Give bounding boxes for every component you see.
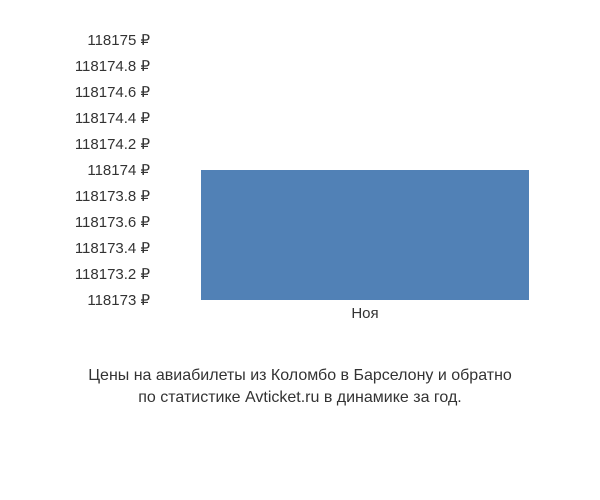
caption-line2: по статистике Avticket.ru в динамике за … — [138, 389, 462, 406]
y-tick-label: 118174.8 ₽ — [75, 57, 150, 75]
y-tick-label: 118173.8 ₽ — [75, 187, 150, 205]
y-tick-label: 118173 ₽ — [87, 291, 150, 309]
y-tick-label: 118174.2 ₽ — [75, 135, 150, 153]
bar — [201, 170, 529, 300]
chart-container: 118175 ₽118174.8 ₽118174.6 ₽118174.4 ₽11… — [20, 40, 580, 340]
y-tick-label: 118174 ₽ — [87, 161, 150, 179]
x-tick-label: Ноя — [351, 305, 378, 322]
chart-caption: Цены на авиабилеты из Коломбо в Барселон… — [20, 365, 580, 410]
y-tick-label: 118175 ₽ — [87, 31, 150, 49]
y-tick-label: 118174.6 ₽ — [75, 83, 150, 101]
y-tick-label: 118174.4 ₽ — [75, 109, 150, 127]
y-axis: 118175 ₽118174.8 ₽118174.6 ₽118174.4 ₽11… — [20, 40, 150, 300]
caption-line1: Цены на авиабилеты из Коломбо в Барселон… — [88, 367, 512, 384]
plot-area — [155, 40, 575, 300]
y-tick-label: 118173.6 ₽ — [75, 213, 150, 231]
x-axis: Ноя — [155, 305, 575, 335]
y-tick-label: 118173.4 ₽ — [75, 239, 150, 257]
y-tick-label: 118173.2 ₽ — [75, 265, 150, 283]
